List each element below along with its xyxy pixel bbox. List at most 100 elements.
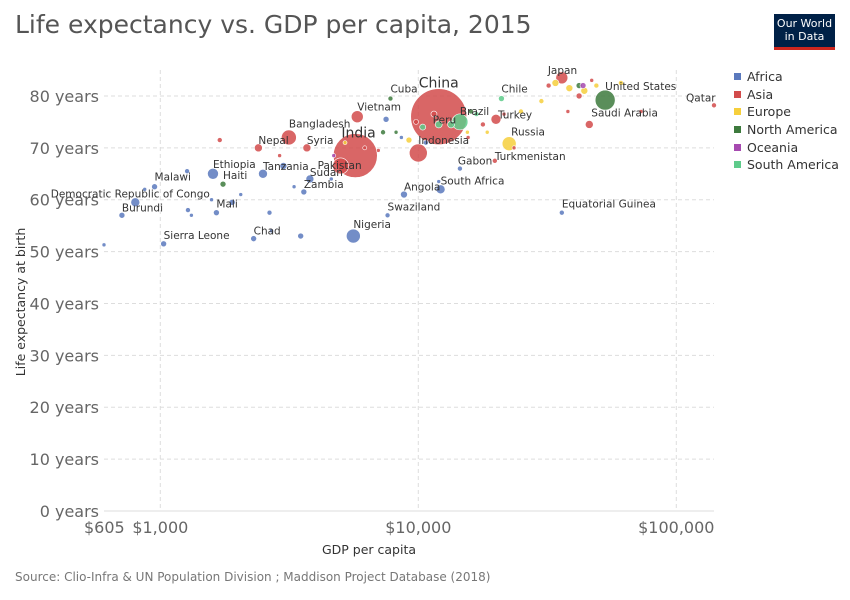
legend-item[interactable]: North America: [734, 121, 839, 139]
data-point: [436, 179, 442, 184]
data-point: [328, 176, 334, 182]
data-point: [399, 135, 404, 140]
owid-logo[interactable]: Our World in Data: [774, 14, 835, 50]
data-point: [409, 143, 428, 163]
point-label: Equatorial Guinea: [562, 199, 656, 211]
data-point: [518, 108, 524, 115]
data-point: [473, 111, 480, 117]
y-tick-label: 10 years: [30, 450, 99, 469]
x-axis-title: GDP per capita: [322, 542, 416, 557]
y-tick-label: 0 years: [40, 502, 99, 521]
data-point: [511, 145, 517, 151]
legend-label: Asia: [747, 86, 774, 102]
point-label: Qatar: [686, 92, 716, 104]
point-label: Russia: [511, 127, 545, 139]
data-point: [492, 157, 498, 164]
legend-item[interactable]: Asia: [734, 86, 839, 104]
data-point: [400, 190, 408, 199]
legend-label: North America: [747, 122, 838, 138]
data-point: [332, 157, 349, 175]
data-point: [189, 212, 194, 218]
data-point: [465, 135, 471, 140]
legend-item[interactable]: Africa: [734, 68, 839, 86]
point-label: Haiti: [223, 170, 247, 182]
data-point: [380, 129, 386, 136]
data-point: [258, 168, 268, 179]
data-point: [291, 184, 297, 190]
data-point: [413, 119, 419, 125]
point-label: Swaziland: [388, 201, 441, 213]
legend-label: Europe: [747, 104, 791, 120]
y-axis-title: Life expectancy at birth: [13, 228, 28, 377]
point-label: Zambia: [304, 179, 344, 191]
y-tick-label: 40 years: [30, 294, 99, 313]
point-label: Ethiopia: [213, 159, 256, 171]
x-tick-label: $605: [84, 518, 125, 537]
point-label: Angola: [404, 182, 440, 194]
legend-item[interactable]: Oceania: [734, 138, 839, 156]
data-point: [151, 183, 158, 191]
data-point: [711, 102, 717, 109]
data-point: [387, 95, 394, 102]
data-point: [350, 110, 364, 123]
data-point: [216, 137, 223, 143]
legend-swatch: [734, 143, 741, 151]
data-point: [213, 209, 220, 216]
data-point: [579, 82, 587, 89]
data-point: [228, 199, 236, 206]
data-point: [638, 109, 644, 114]
data-point: [384, 212, 391, 219]
data-point: [551, 79, 560, 87]
point-label: Pakistan: [318, 160, 362, 172]
data-point: [250, 235, 257, 242]
point-label: United States: [605, 81, 676, 93]
data-point: [584, 120, 594, 129]
data-point: [559, 209, 565, 216]
point-label: South Africa: [441, 175, 505, 187]
y-tick-label: 30 years: [30, 346, 99, 365]
legend-item[interactable]: South America: [734, 156, 839, 174]
point-label: Malawi: [155, 172, 191, 184]
point-label: Sierra Leone: [164, 230, 230, 242]
data-point: [589, 78, 595, 83]
legend-swatch: [734, 126, 741, 134]
data-point: [468, 108, 474, 115]
point-label: Chile: [501, 84, 527, 96]
data-point: [269, 228, 274, 234]
data-point: [594, 89, 616, 111]
data-point: [219, 180, 227, 188]
logo-line-1: Our World: [776, 17, 833, 30]
data-point: [618, 80, 624, 86]
data-point: [184, 168, 190, 174]
point-label: Nigeria: [353, 219, 391, 231]
data-point: [490, 113, 502, 125]
data-point: [480, 121, 486, 128]
point-label: Turkmenistan: [494, 151, 566, 163]
data-point: [410, 88, 468, 145]
data-point: [545, 82, 552, 89]
data-point: [209, 197, 214, 203]
data-point: [419, 123, 426, 131]
data-point: [447, 120, 455, 129]
point-label: Nepal: [258, 135, 288, 147]
data-point: [362, 145, 368, 151]
data-point: [302, 143, 312, 153]
data-point: [118, 211, 126, 219]
data-point: [565, 109, 571, 114]
legend-label: South America: [747, 157, 839, 173]
point-label: Japan: [547, 65, 577, 77]
legend-swatch: [734, 90, 741, 98]
data-point: [593, 82, 600, 89]
data-point: [254, 143, 263, 153]
data-point: [160, 240, 167, 248]
data-point: [101, 242, 107, 248]
point-label: China: [419, 76, 459, 92]
legend-label: Africa: [747, 69, 783, 85]
legend-item[interactable]: Europe: [734, 103, 839, 121]
data-point: [565, 84, 574, 92]
point-label: Bangladesh: [289, 118, 351, 130]
data-point: [185, 207, 191, 213]
point-label: Brazil: [460, 106, 489, 118]
data-point: [277, 153, 282, 158]
